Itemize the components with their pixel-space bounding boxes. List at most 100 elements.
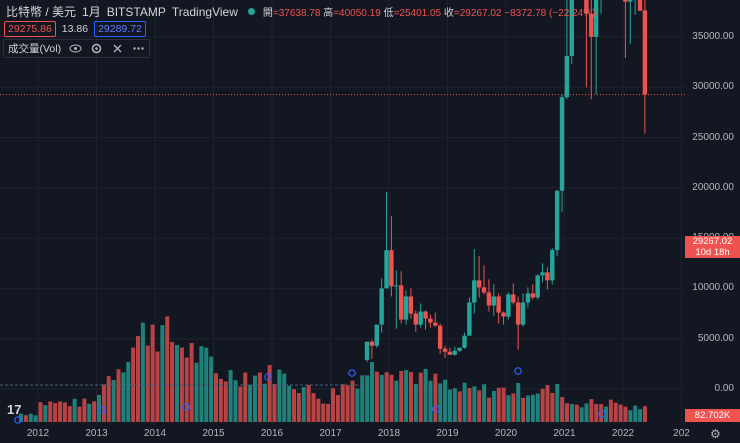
- candle-body: [564, 56, 570, 98]
- volume-bar: [248, 384, 253, 422]
- volume-bar: [613, 402, 618, 422]
- volume-bar: [316, 398, 321, 422]
- volume-bar: [253, 375, 257, 422]
- high-label: 高: [323, 8, 334, 19]
- volume-bar: [472, 386, 477, 422]
- volume-bar: [228, 370, 233, 422]
- event-marker-icon: [598, 410, 606, 418]
- candle-body: [403, 296, 409, 320]
- volume-bar: [209, 356, 214, 422]
- candle-body: [637, 0, 643, 11]
- volume-bar: [560, 397, 565, 422]
- symbol-title[interactable]: 比特幣 / 美元: [6, 5, 77, 19]
- candle-body: [545, 272, 550, 281]
- volume-indicator-legend[interactable]: 成交量(Vol): [3, 39, 151, 58]
- more-icon[interactable]: [132, 42, 145, 55]
- candle-body: [593, 0, 599, 37]
- time-tick-label: 2015: [202, 428, 225, 439]
- volume-bar: [540, 388, 545, 422]
- volume-bar: [311, 393, 316, 422]
- volume-bar: [457, 391, 462, 422]
- volume-bar: [608, 399, 613, 422]
- volume-bar: [136, 336, 140, 422]
- volume-bar: [92, 401, 97, 422]
- volume-bar: [579, 407, 584, 422]
- candle-body: [389, 250, 394, 287]
- interval-label[interactable]: 1月: [82, 5, 101, 19]
- volume-bar: [394, 380, 399, 422]
- volume-bar: [223, 381, 228, 422]
- spread-value: 13.86: [61, 23, 89, 35]
- candle-body: [540, 272, 545, 276]
- time-tick-label: 2018: [377, 428, 401, 439]
- volume-bar: [589, 399, 594, 422]
- low-label: 低: [383, 8, 394, 19]
- volume-bar: [428, 380, 433, 422]
- volume-bar: [550, 392, 555, 422]
- volume-bar: [121, 372, 126, 422]
- volume-bar: [292, 389, 296, 422]
- volume-bar: [452, 388, 457, 422]
- chart-settings-icon[interactable]: ⚙: [710, 427, 721, 441]
- time-tick-label: 2019: [436, 428, 459, 439]
- candle-body: [628, 0, 633, 2]
- volume-bar: [77, 406, 82, 422]
- time-tick-label: 2022: [611, 428, 635, 439]
- bar-countdown: 10d 18h: [695, 247, 730, 258]
- volume-bar: [106, 376, 111, 422]
- volume-bar: [326, 403, 331, 422]
- open-label: 開: [262, 8, 273, 19]
- volume-bar: [170, 342, 175, 422]
- candle-body: [584, 0, 589, 14]
- volume-bar: [628, 410, 633, 422]
- time-tick-label: 2016: [260, 428, 284, 439]
- volume-bar: [516, 382, 521, 422]
- candle-body: [447, 351, 453, 355]
- volume-bar: [194, 362, 199, 422]
- volume-bar: [23, 415, 28, 422]
- volume-bar: [189, 343, 194, 422]
- eye-icon[interactable]: [69, 42, 82, 55]
- close-value: =29267.02: [453, 8, 502, 19]
- candle-body: [476, 280, 482, 288]
- volume-bar: [438, 383, 443, 422]
- ask-price[interactable]: 29289.72: [94, 21, 146, 37]
- time-tick-label: 2021: [553, 428, 576, 439]
- candle-body: [520, 302, 526, 325]
- volume-bar: [555, 384, 560, 422]
- candle-body: [525, 293, 531, 303]
- volume-bar: [214, 373, 218, 422]
- volume-bar: [287, 385, 292, 422]
- candle-body: [408, 296, 414, 314]
- close-icon[interactable]: [111, 42, 124, 55]
- time-tick-label: 2017: [319, 428, 342, 439]
- open-value: =37638.78: [272, 8, 321, 19]
- bid-price[interactable]: 29275.86: [4, 21, 56, 37]
- last-price-label: 29267.02 10d 18h: [685, 236, 740, 258]
- price-tick-label: 35000.00: [692, 30, 734, 42]
- candle-body: [496, 296, 501, 313]
- volume-bar: [33, 415, 38, 422]
- volume-bar: [350, 380, 355, 422]
- volume-bar: [165, 316, 170, 422]
- volume-bar: [545, 385, 550, 422]
- volume-bar: [53, 403, 58, 422]
- volume-bar: [267, 364, 272, 422]
- volume-bar: [218, 378, 223, 422]
- volume-bar: [262, 383, 267, 422]
- price-tick-label: 0.00: [714, 383, 734, 394]
- gear-icon[interactable]: [90, 42, 103, 55]
- event-marker-icon: [514, 367, 522, 375]
- time-tick-label: 2013: [85, 428, 108, 439]
- volume-bar: [374, 371, 379, 422]
- volume-bar: [145, 345, 150, 422]
- volume-bar: [116, 369, 121, 422]
- volume-bar: [345, 385, 350, 422]
- candle-body: [423, 311, 428, 319]
- tradingview-logo[interactable]: 17: [7, 402, 22, 417]
- volume-bar: [389, 374, 394, 422]
- candle-body: [418, 311, 423, 325]
- volume-bar: [482, 384, 487, 422]
